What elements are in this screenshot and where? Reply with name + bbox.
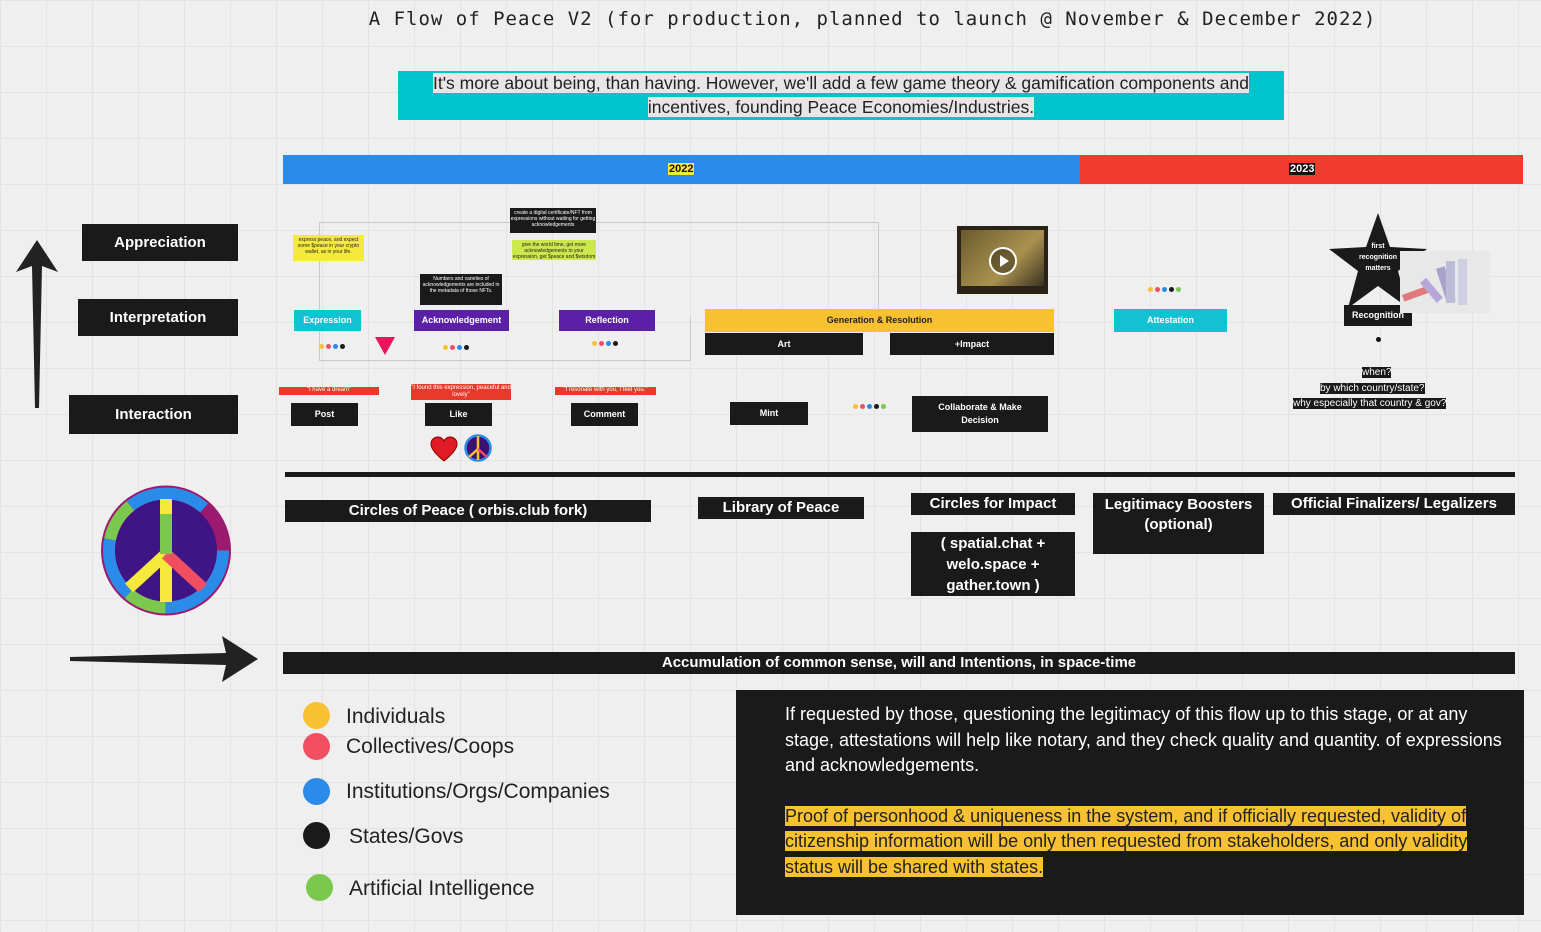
question-why: why especially that country & gov? xyxy=(1293,398,1447,409)
legend-dot-states xyxy=(303,822,330,849)
connector-line xyxy=(319,318,691,361)
platform-legitimacy-boosters: Legitimacy Boosters (optional) xyxy=(1093,493,1264,554)
row-label-interpretation: Interpretation xyxy=(78,299,238,336)
legend-dot-individuals xyxy=(303,702,330,729)
platform-official-finalizers: Official Finalizers/ Legalizers xyxy=(1273,493,1515,515)
section-divider xyxy=(285,472,1515,477)
legend-dot-institutions xyxy=(303,778,330,805)
info-box: If requested by those, questioning the l… xyxy=(736,690,1524,915)
stage-acknowledgement[interactable]: Acknowledgement xyxy=(414,310,509,331)
note-numbers: Numbers and varieties of acknowledgement… xyxy=(420,274,502,305)
page-title: A Flow of Peace V2 (for production, plan… xyxy=(368,8,1377,30)
note-express: express peace, and expect some $peace in… xyxy=(293,235,364,261)
legend-label-individuals: Individuals xyxy=(346,705,446,728)
info-paragraph-2: Proof of personhood & uniqueness in the … xyxy=(785,804,1510,881)
video-thumbnail[interactable] xyxy=(957,226,1048,294)
participant-dots xyxy=(319,344,345,349)
note-certificate: create a digital certificate/NFT from ex… xyxy=(510,208,596,233)
recognition-point xyxy=(1376,337,1381,342)
subtitle-banner: It's more about being, than having. Howe… xyxy=(398,71,1284,120)
stage-recognition[interactable]: Recognition xyxy=(1344,305,1412,326)
stage-generation[interactable]: Generation & Resolution xyxy=(705,309,1054,332)
stage-expression[interactable]: Expression xyxy=(294,310,361,331)
like-button[interactable]: Like xyxy=(425,403,492,426)
note-give-time: give the world time, get more acknowledg… xyxy=(512,240,596,260)
collaborate-button[interactable]: Collaborate & Make Decision xyxy=(912,396,1048,432)
accumulation-bar: Accumulation of common sense, will and I… xyxy=(283,652,1515,674)
platform-circles-of-peace: Circles of Peace ( orbis.club fork) xyxy=(285,500,651,522)
play-icon[interactable] xyxy=(988,246,1018,276)
quote-post: "I have a dream" xyxy=(279,387,379,395)
star-icon xyxy=(1329,213,1427,308)
platform-circles-for-impact: Circles for Impact xyxy=(911,493,1075,515)
question-when: when? xyxy=(1362,367,1392,378)
arrow-right-icon xyxy=(70,636,258,682)
participant-dots xyxy=(592,341,618,346)
row-label-appreciation: Appreciation xyxy=(82,224,238,261)
triangle-marker-icon xyxy=(375,337,395,355)
connector-line xyxy=(319,222,879,318)
legend-dot-ai xyxy=(306,874,333,901)
subtitle-line1: It's more about being, than having. Howe… xyxy=(432,73,1250,93)
comment-button[interactable]: Comment xyxy=(571,403,638,426)
legend-label-collectives: Collectives/Coops xyxy=(346,735,515,758)
stage-art[interactable]: Art xyxy=(705,333,863,355)
post-button[interactable]: Post xyxy=(291,403,358,426)
quote-like: "I found this expression, peaceful and l… xyxy=(411,384,511,400)
mint-button[interactable]: Mint xyxy=(730,402,808,425)
participant-dots xyxy=(853,404,886,409)
stage-impact[interactable]: +Impact xyxy=(890,333,1054,355)
participant-dots xyxy=(443,345,469,350)
stage-reflection[interactable]: Reflection xyxy=(559,310,655,331)
row-label-interaction: Interaction xyxy=(69,395,238,434)
legend-label-ai: Artificial Intelligence xyxy=(349,877,535,900)
quote-comment: "I resonate with you, I feel you." xyxy=(555,387,656,395)
timeline-2022-label: 2022 xyxy=(668,163,695,175)
peace-icon xyxy=(464,434,492,462)
info-highlight: Proof of personhood & uniqueness in the … xyxy=(785,805,1468,877)
arrow-up-icon xyxy=(16,240,58,408)
legend-dot-collectives xyxy=(303,733,330,760)
question-country: by which country/state? xyxy=(1320,383,1425,394)
participant-dots xyxy=(1148,287,1181,292)
heart-icon xyxy=(430,436,458,462)
platform-impact-tools: ( spatial.chat + welo.space + gather.tow… xyxy=(911,532,1075,596)
timeline-2023-label: 2023 xyxy=(1289,163,1316,175)
stage-attestation[interactable]: Attestation xyxy=(1114,309,1227,332)
platform-library-of-peace: Library of Peace xyxy=(698,497,864,519)
dominoes-image xyxy=(1400,251,1490,313)
peace-logo-icon xyxy=(101,485,231,616)
subtitle-line2: incentives, founding Peace Economies/Ind… xyxy=(647,97,1035,117)
legend-label-institutions: Institutions/Orgs/Companies xyxy=(346,780,610,803)
star-text: first recognition matters xyxy=(1358,243,1398,272)
legend-label-states: States/Govs xyxy=(349,825,464,848)
info-paragraph-1: If requested by those, questioning the l… xyxy=(785,704,1502,775)
